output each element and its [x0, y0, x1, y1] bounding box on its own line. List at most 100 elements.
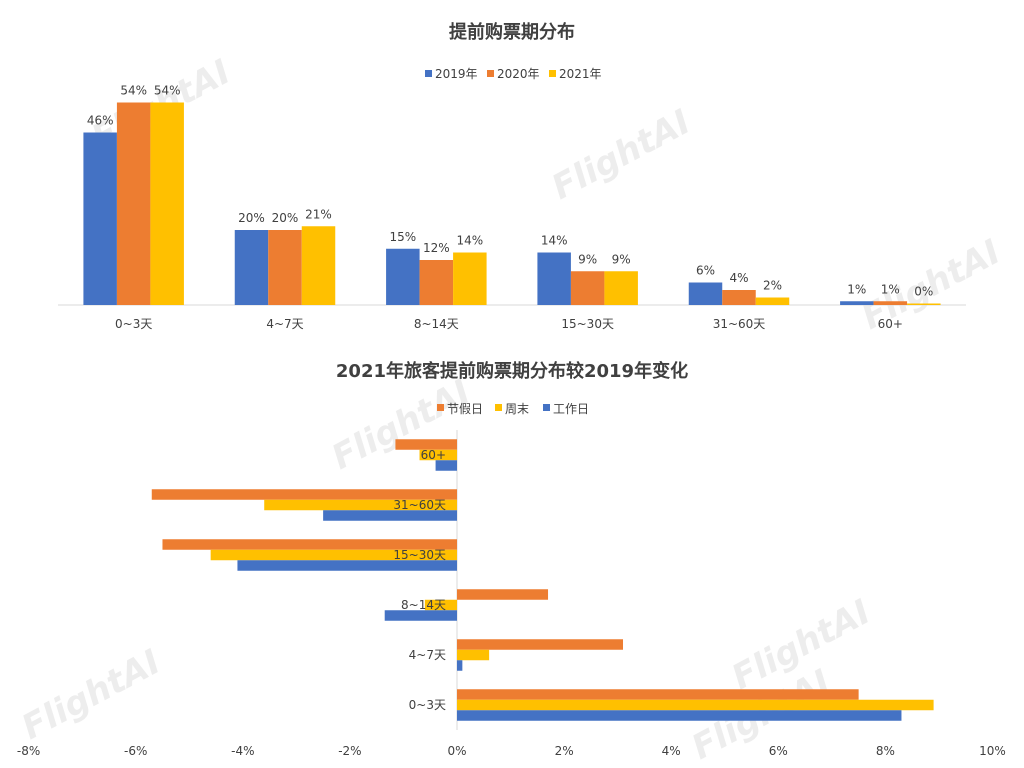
chart2-bar [457, 639, 624, 650]
chart-change-vs-2019: 2021年旅客提前购票期分布较2019年变化 节假日 周末 工作日 0~3天 4~7天… [17, 360, 1006, 758]
chart2-category-label: 31~60天 [393, 498, 446, 512]
chart1-bar [604, 271, 638, 305]
chart1-data-label: 0% [914, 285, 933, 299]
chart2-bars [151, 439, 934, 721]
chart2-bar [435, 460, 457, 471]
chart1-bar [907, 303, 941, 305]
chart2-bar [457, 660, 463, 671]
chart2-x-tick-label: -2% [338, 744, 361, 758]
chart1-data-label: 46% [87, 114, 114, 128]
chart2-x-tick-label: 8% [876, 744, 895, 758]
chart1-data-label: 20% [272, 211, 299, 225]
chart2-category-label: 8~14天 [401, 598, 446, 612]
chart2-legend: 节假日 周末 工作日 [437, 402, 589, 416]
chart1-bar [453, 252, 487, 305]
chart1-bar [301, 226, 336, 305]
chart2-legend-swatch [437, 404, 444, 411]
chart2-bar [323, 510, 457, 521]
chart1-bar [234, 230, 269, 305]
chart1-data-label: 20% [238, 211, 265, 225]
chart1-legend-swatch [425, 70, 432, 77]
chart1-title: 提前购票期分布 [449, 21, 575, 43]
chart2-bar [151, 489, 457, 500]
watermark-text: FlightAI [545, 102, 696, 208]
chart1-data-label: 12% [423, 241, 450, 255]
chart2-bar [162, 539, 457, 550]
chart2-bar [457, 689, 859, 700]
chart2-x-tick-label: 2% [555, 744, 574, 758]
chart2-bar [457, 649, 490, 661]
chart2-bar [264, 499, 457, 511]
chart2-bar [457, 710, 902, 721]
chart2-category-label: 60+ [421, 448, 446, 462]
chart2-legend-swatch [495, 404, 502, 411]
chart2-x-tick-labels: -8% -6% -4% -2% 0% 2% 4% 6% 8% 10% [17, 744, 1006, 758]
chart1-bar [419, 260, 454, 305]
chart1-bar [116, 102, 151, 305]
chart1-bar [150, 102, 184, 305]
chart2-bar [210, 549, 457, 561]
chart1-data-label: 9% [578, 252, 597, 266]
chart1-bar [83, 132, 117, 305]
chart2-category-label: 15~30天 [393, 548, 446, 562]
chart2-category-label: 0~3天 [409, 698, 446, 712]
chart1-data-label: 14% [456, 234, 483, 248]
chart2-bar [424, 599, 457, 611]
chart1-bar [840, 301, 874, 305]
chart1-bar [755, 297, 790, 305]
chart1-data-label: 1% [847, 282, 866, 296]
chart1-legend-label: 2020年 [497, 67, 540, 81]
chart2-bar [384, 610, 457, 621]
chart2-x-tick-label: -6% [124, 744, 147, 758]
chart-advance-booking-distribution: 提前购票期分布 2019年 2020年 2021年 46% 54% 54% 20% 20% 2… [58, 21, 966, 331]
chart1-legend-label: 2019年 [435, 67, 478, 81]
chart1-data-label: 54% [154, 84, 181, 98]
chart1-x-tick-label: 31~60天 [713, 317, 766, 331]
chart1-data-label: 15% [389, 230, 416, 244]
chart1-bar [722, 290, 756, 305]
chart1-legend: 2019年 2020年 2021年 [425, 67, 602, 81]
chart2-x-tick-label: -4% [231, 744, 254, 758]
chart1-x-tick-label: 0~3天 [115, 317, 152, 331]
chart2-legend-label: 节假日 [447, 402, 483, 416]
chart1-x-tick-label: 15~30天 [561, 317, 614, 331]
chart2-legend-label: 工作日 [553, 402, 589, 416]
chart2-legend-swatch [543, 404, 550, 411]
chart2-category-labels: 0~3天 4~7天 8~14天 15~30天 31~60天 60+ [393, 448, 446, 712]
chart1-x-tick-labels: 0~3天 4~7天 8~14天 15~30天 31~60天 60+ [115, 317, 903, 331]
chart2-bar [457, 589, 549, 600]
chart1-x-tick-label: 4~7天 [266, 317, 303, 331]
chart1-data-label: 6% [696, 264, 715, 278]
chart1-data-label: 4% [729, 271, 748, 285]
chart2-bar [237, 560, 457, 571]
chart2-x-tick-label: 0% [447, 744, 466, 758]
chart2-x-tick-label: 6% [769, 744, 788, 758]
chart1-data-label: 2% [763, 279, 782, 293]
chart1-bar [688, 282, 723, 305]
chart2-legend-label: 周末 [505, 402, 529, 416]
chart1-data-label: 14% [541, 234, 568, 248]
chart1-data-label: 1% [881, 282, 900, 296]
chart1-bar [570, 271, 605, 305]
chart1-data-label: 9% [612, 252, 631, 266]
chart2-category-label: 4~7天 [409, 648, 446, 662]
chart1-bar [537, 252, 571, 305]
chart1-legend-swatch [487, 70, 494, 77]
chart2-bar [457, 699, 934, 711]
chart1-bar [386, 248, 420, 305]
chart1-bar [268, 230, 302, 305]
watermark-text: FlightAI [15, 642, 166, 748]
chart1-x-tick-label: 8~14天 [414, 317, 459, 331]
chart2-x-tick-label: 10% [979, 744, 1006, 758]
chart1-legend-swatch [549, 70, 556, 77]
chart2-bar [419, 449, 457, 461]
chart1-legend-label: 2021年 [559, 67, 602, 81]
chart1-bar [873, 301, 908, 305]
chart1-x-tick-label: 60+ [878, 317, 903, 331]
chart1-data-label: 21% [305, 207, 332, 221]
chart2-title: 2021年旅客提前购票期分布较2019年变化 [336, 360, 688, 382]
chart2-x-tick-label: 4% [662, 744, 681, 758]
chart2-bar [395, 439, 457, 450]
chart2-x-tick-label: -8% [17, 744, 40, 758]
